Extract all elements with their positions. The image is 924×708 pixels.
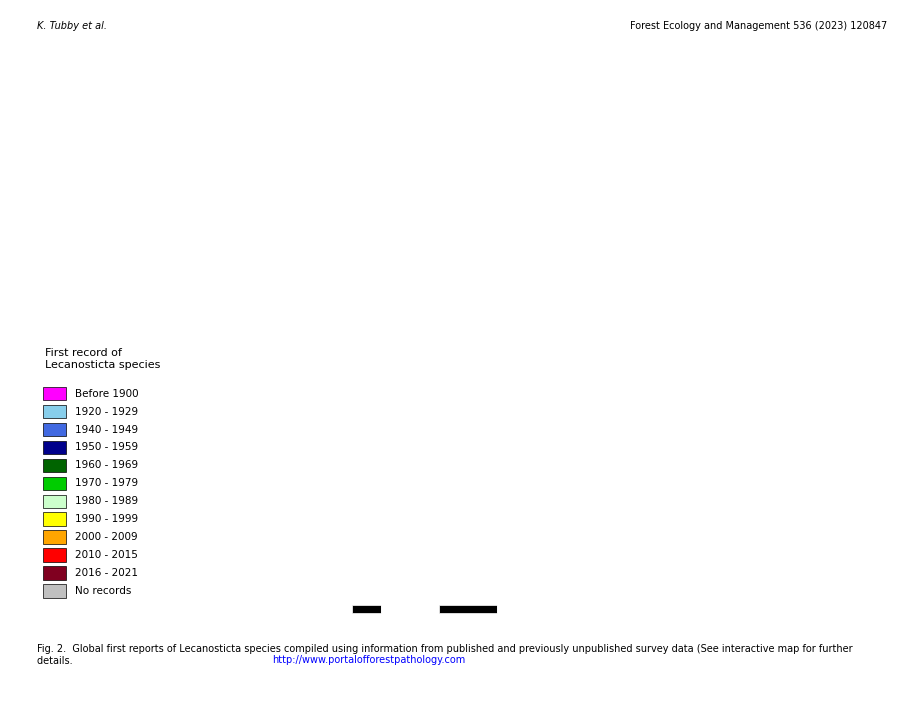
FancyBboxPatch shape [43,476,66,490]
FancyBboxPatch shape [43,548,66,562]
Text: N: N [449,542,456,552]
Text: Km: Km [550,612,561,617]
Bar [439,605,497,613]
FancyBboxPatch shape [43,494,66,508]
Text: K. Tubby et al.: K. Tubby et al. [37,21,107,31]
Text: 1970 - 1979: 1970 - 1979 [75,479,139,489]
FancyBboxPatch shape [43,405,66,418]
Text: 1950 - 1959: 1950 - 1959 [75,442,139,452]
Text: 7 500: 7 500 [487,593,506,599]
Text: 2000 - 2009: 2000 - 2009 [75,532,138,542]
Text: First record of
Lecanosticta species: First record of Lecanosticta species [44,348,160,370]
Text: Forest Ecology and Management 536 (2023) 120847: Forest Ecology and Management 536 (2023)… [630,21,887,31]
Text: Fig. 2.  Global first reports of Lecanosticta species compiled using information: Fig. 2. Global first reports of Lecanost… [37,644,853,666]
FancyBboxPatch shape [43,440,66,455]
Text: 1920 - 1929: 1920 - 1929 [75,406,139,416]
Text: 2016 - 2021: 2016 - 2021 [75,568,138,578]
FancyBboxPatch shape [43,566,66,580]
Text: 5 000: 5 000 [429,593,449,599]
Text: 1960 - 1969: 1960 - 1969 [75,460,139,470]
Bar [323,605,352,613]
Bar [381,605,439,613]
Text: 1990 - 1999: 1990 - 1999 [75,514,139,524]
Text: 1 250: 1 250 [342,593,362,599]
Bar [352,605,381,613]
FancyBboxPatch shape [43,513,66,526]
FancyBboxPatch shape [43,530,66,544]
Text: 1940 - 1949: 1940 - 1949 [75,425,139,435]
Text: http://www.portalofforestpathology.com: http://www.portalofforestpathology.com [273,655,466,665]
FancyBboxPatch shape [43,387,66,400]
Text: 2 500: 2 500 [371,593,391,599]
Bar [497,605,554,613]
Text: Before 1900: Before 1900 [75,389,139,399]
Text: 2010 - 2015: 2010 - 2015 [75,550,138,560]
FancyBboxPatch shape [43,423,66,436]
Text: 0: 0 [322,593,325,599]
Text: 1980 - 1989: 1980 - 1989 [75,496,139,506]
Text: 10 000: 10 000 [542,593,566,599]
FancyBboxPatch shape [43,459,66,472]
Text: No records: No records [75,586,131,596]
FancyBboxPatch shape [43,584,66,598]
